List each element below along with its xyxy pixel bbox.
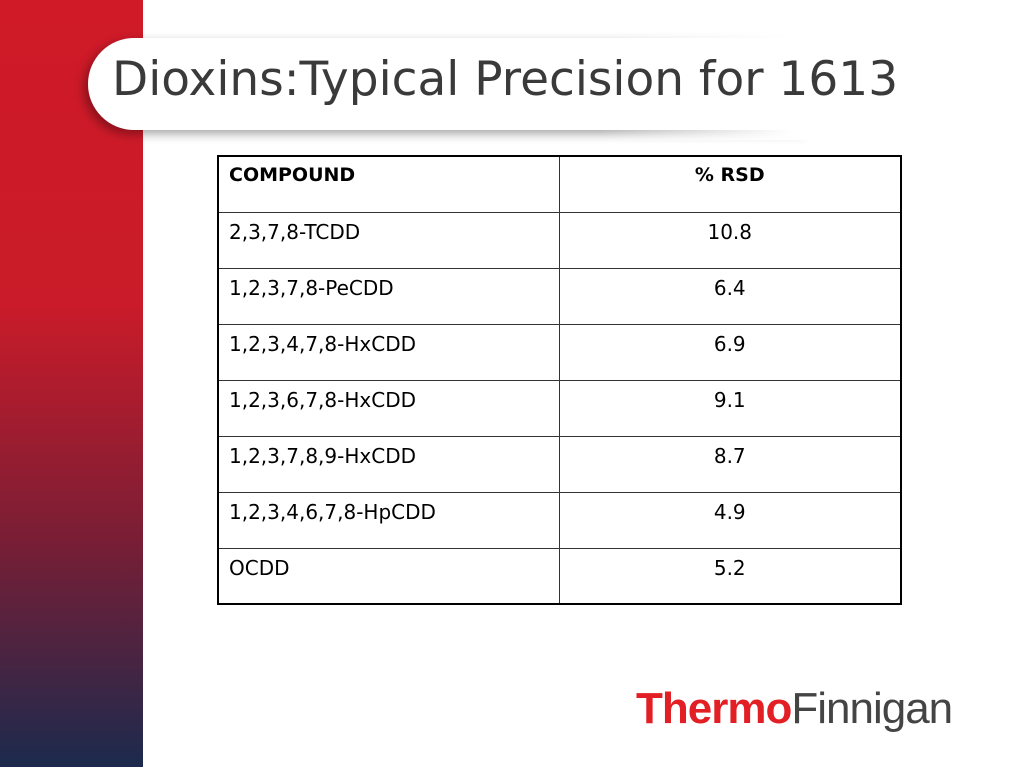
table-row: 1,2,3,4,7,8-HxCDD 6.9 (217, 323, 902, 381)
logo: ThermoFinnigan (636, 684, 953, 734)
table-cell: 10.8 (558, 211, 902, 269)
table-cell: 4.9 (558, 491, 902, 549)
table-row: OCDD 5.2 (217, 547, 902, 605)
banner-fade (600, 30, 840, 140)
table-cell: 1,2,3,7,8,9-HxCDD (217, 435, 560, 493)
table-row: 1,2,3,7,8,9-HxCDD 8.7 (217, 435, 902, 493)
table-row: 1,2,3,6,7,8-HxCDD 9.1 (217, 379, 902, 437)
column-header: COMPOUND (217, 155, 560, 213)
table-cell: 9.1 (558, 379, 902, 437)
table-cell: OCDD (217, 547, 560, 605)
table-cell: 6.9 (558, 323, 902, 381)
table-cell: 1,2,3,4,7,8-HxCDD (217, 323, 560, 381)
table-row: 1,2,3,7,8-PeCDD 6.4 (217, 267, 902, 325)
table-cell: 1,2,3,4,6,7,8-HpCDD (217, 491, 560, 549)
logo-brand: Thermo (636, 684, 792, 733)
column-header: % RSD (558, 155, 902, 213)
logo-name: Finnigan (791, 684, 953, 733)
table-cell: 1,2,3,7,8-PeCDD (217, 267, 560, 325)
table-cell: 8.7 (558, 435, 902, 493)
table-row: 2,3,7,8-TCDD 10.8 (217, 211, 902, 269)
slide-title: Dioxins:Typical Precision for 1613 (112, 52, 899, 107)
table-cell: 2,3,7,8-TCDD (217, 211, 560, 269)
data-table: COMPOUND% RSD 2,3,7,8-TCDD 10.8 1,2,3,7,8-P… (217, 155, 902, 605)
header-row: COMPOUND% RSD (217, 155, 902, 213)
table-cell: 1,2,3,6,7,8-HxCDD (217, 379, 560, 437)
table-cell: 5.2 (558, 547, 902, 605)
table-cell: 6.4 (558, 267, 902, 325)
table-row: 1,2,3,4,6,7,8-HpCDD 4.9 (217, 491, 902, 549)
